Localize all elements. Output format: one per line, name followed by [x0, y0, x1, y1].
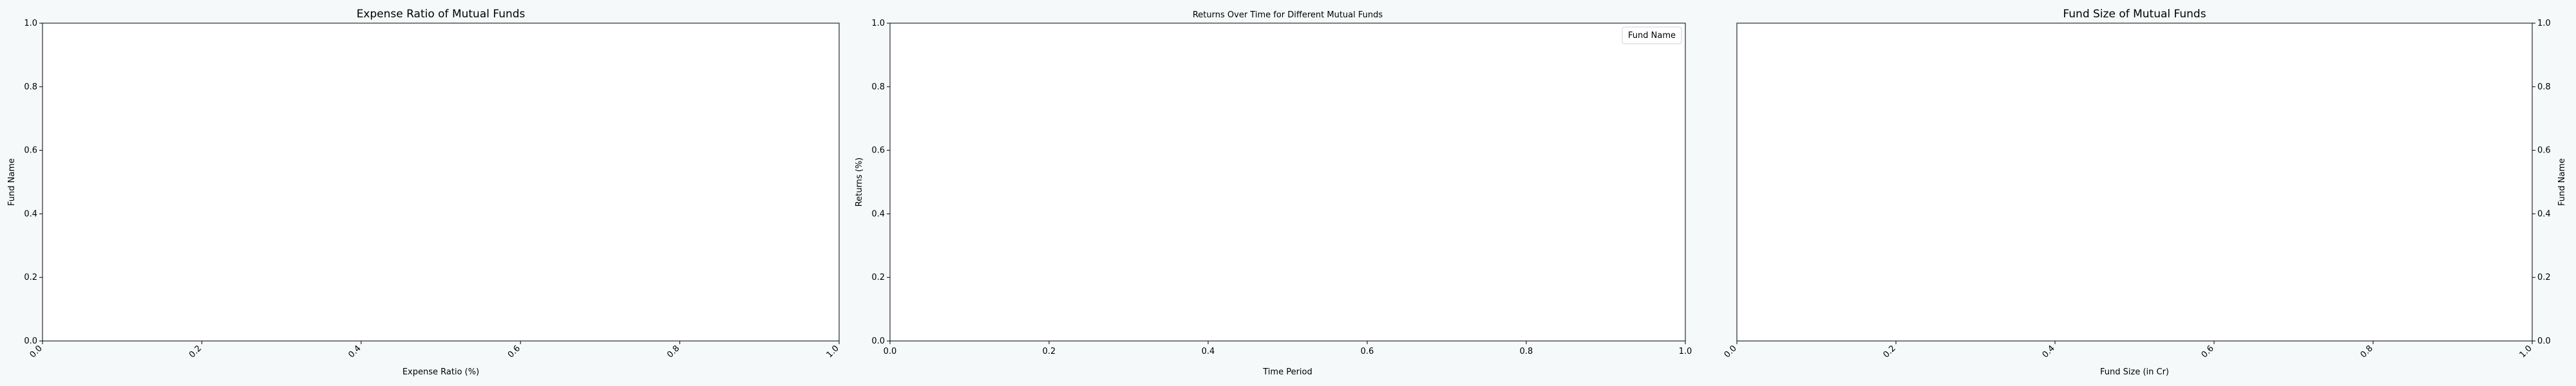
- x-axis-label-2: Time Period: [1262, 367, 1312, 377]
- y-tick-label-1-2: 0.4: [24, 209, 37, 219]
- x-tick-label-2-5: 1.0: [1679, 347, 1692, 356]
- y-tick-label-3-1: 0.2: [2537, 273, 2551, 282]
- x-tick-label-1-5: 1.0: [825, 344, 841, 360]
- y-tick-label-3-5: 1.0: [2537, 19, 2551, 28]
- y-axis-label-3: Fund Name: [2557, 158, 2567, 206]
- y-tick-label-2-1: 0.2: [871, 273, 885, 282]
- x-tick-label-1-0: 0.0: [28, 344, 44, 360]
- x-tick-label-2-4: 0.8: [1520, 347, 1533, 356]
- x-tick-label-1-1: 0.2: [187, 344, 204, 360]
- x-tick-label-3-1: 0.2: [1882, 344, 1898, 360]
- x-tick-label-1-2: 0.4: [346, 344, 363, 360]
- x-tick-label-3-2: 0.4: [2041, 344, 2057, 360]
- y-tick-label-3-0: 0.0: [2537, 336, 2551, 346]
- y-tick-label-3-2: 0.4: [2537, 209, 2551, 219]
- x-tick-label-2-3: 0.6: [1361, 347, 1374, 356]
- x-tick-label-2-2: 0.4: [1202, 347, 1215, 356]
- y-tick-label-1-3: 0.6: [24, 146, 37, 156]
- legend-title-2: Fund Name: [1628, 31, 1676, 41]
- legend-box-2: [1622, 26, 1682, 44]
- y-tick-label-2-0: 0.0: [871, 336, 885, 346]
- y-tick-label-1-5: 1.0: [24, 19, 37, 28]
- x-tick-label-1-3: 0.6: [506, 344, 522, 360]
- plot-area-2: [889, 23, 1686, 342]
- x-tick-label-3-0: 0.0: [1723, 344, 1739, 360]
- x-tick-label-3-4: 0.8: [2359, 344, 2375, 360]
- y-tick-label-2-3: 0.6: [871, 146, 885, 156]
- plot-area-3: [1736, 23, 2533, 342]
- y-axis-label-1: Fund Name: [7, 158, 17, 206]
- y-tick-label-1-1: 0.2: [24, 273, 37, 282]
- x-axis-label-1: Expense Ratio (%): [402, 367, 479, 377]
- y-tick-label-2-4: 0.8: [871, 82, 885, 92]
- chart-title-2: Returns Over Time for Different Mutual F…: [1193, 10, 1383, 20]
- x-tick-label-1-4: 0.8: [665, 344, 681, 360]
- y-tick-label-3-3: 0.6: [2537, 146, 2551, 156]
- y-tick-label-2-2: 0.4: [871, 209, 885, 219]
- x-tick-label-3-3: 0.6: [2200, 344, 2216, 360]
- plot-area-1: [42, 23, 840, 342]
- chart-title-1: Expense Ratio of Mutual Funds: [357, 8, 526, 21]
- y-tick-label-3-4: 0.8: [2537, 82, 2551, 92]
- y-axis-label-2: Returns (%): [855, 158, 864, 207]
- y-tick-label-2-5: 1.0: [871, 19, 885, 28]
- y-tick-label-1-0: 0.0: [24, 336, 37, 346]
- x-tick-label-3-5: 1.0: [2518, 344, 2534, 360]
- chart-title-3: Fund Size of Mutual Funds: [2063, 8, 2206, 21]
- x-tick-label-2-0: 0.0: [884, 347, 897, 356]
- x-axis-label-3: Fund Size (in Cr): [2100, 367, 2169, 377]
- y-tick-label-1-4: 0.8: [24, 82, 37, 92]
- x-tick-label-2-1: 0.2: [1043, 347, 1056, 356]
